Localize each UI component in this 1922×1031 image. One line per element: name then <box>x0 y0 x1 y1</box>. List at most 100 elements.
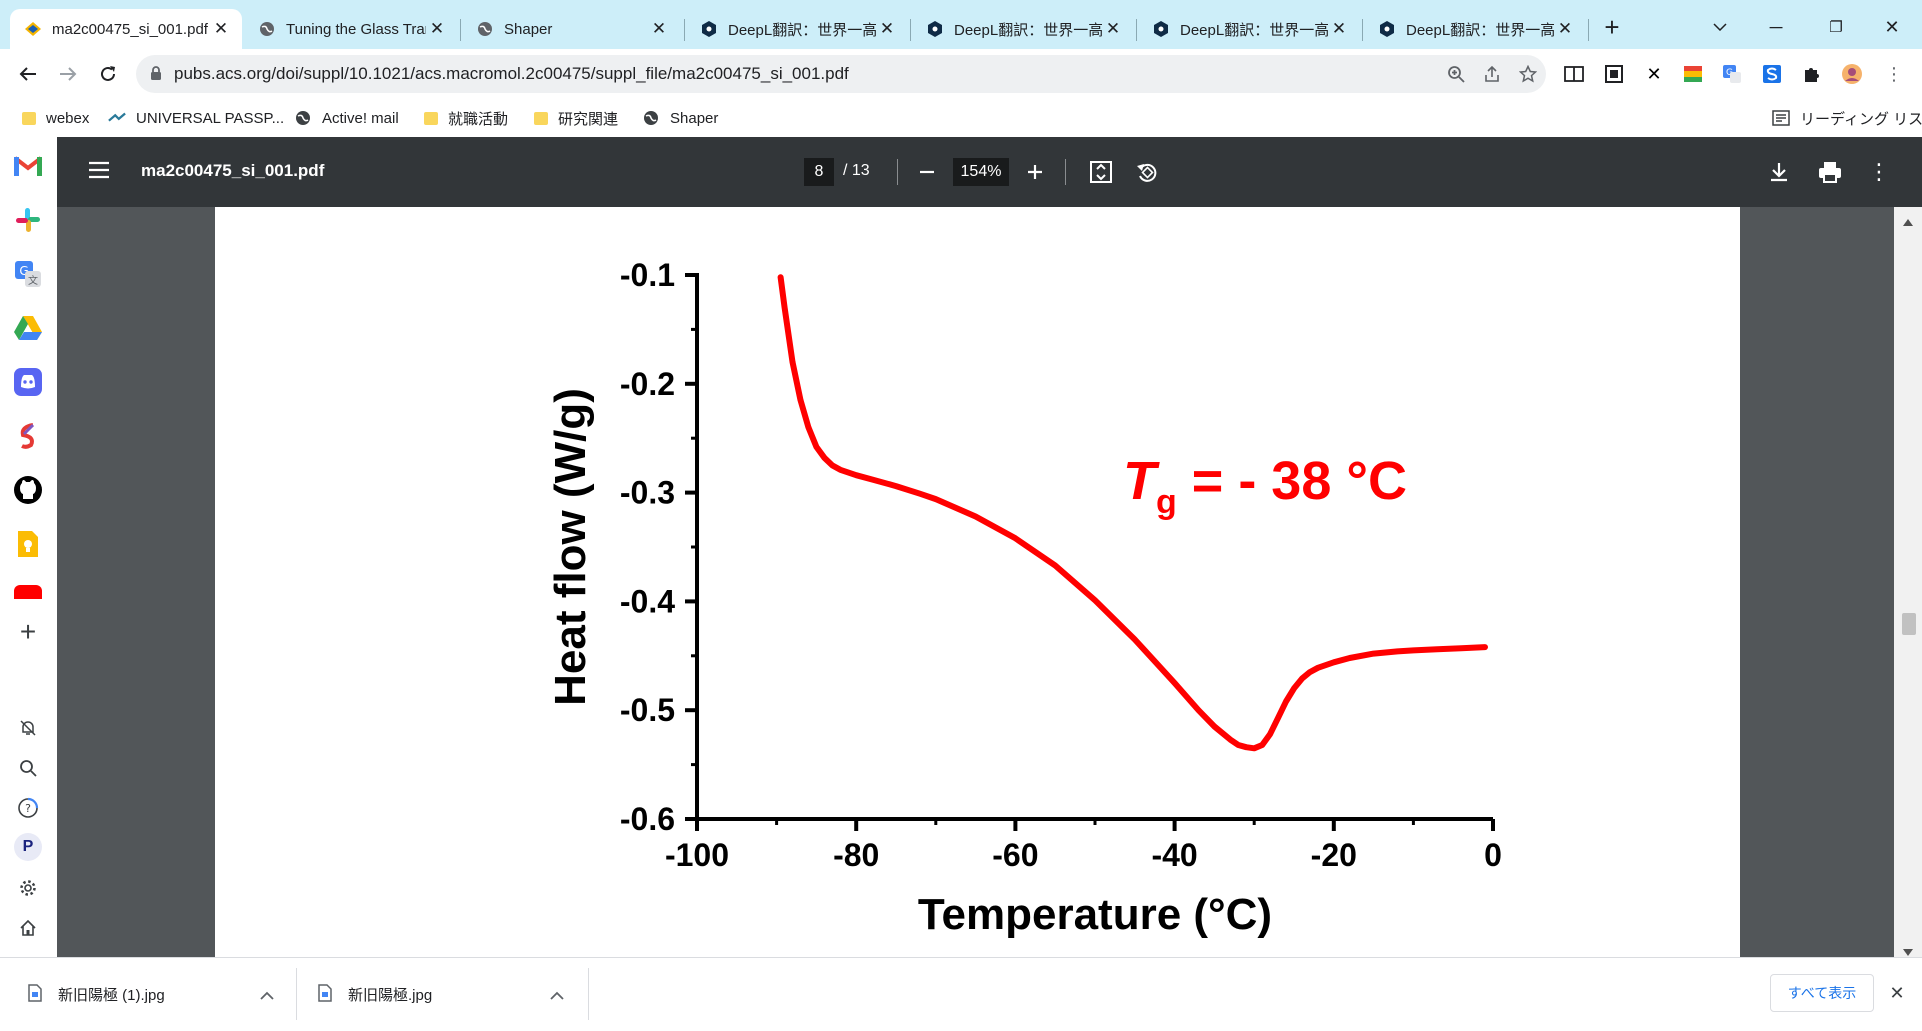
dsc-chart: -0.1 -0.2 -0.3 -0.4 -0.5 -0.6-100 -80 -60 -40 -20… <box>546 257 1502 939</box>
s-extension-icon[interactable] <box>1760 62 1784 86</box>
bookmark-shaper[interactable]: Shaper <box>642 105 718 131</box>
globe-icon <box>294 109 312 127</box>
address-bar[interactable]: pubs.acs.org/doi/suppl/10.1021/acs.macro… <box>136 55 1546 93</box>
tab-ma2c00475[interactable]: ma2c00475_si_001.pdf ✕ <box>10 9 242 49</box>
chevron-up-icon[interactable] <box>260 987 274 1004</box>
y-tick-label: -0.5 <box>620 692 675 728</box>
arrow-left-icon <box>19 67 36 81</box>
close-window-button[interactable]: ✕ <box>1884 16 1900 37</box>
zoom-in-button[interactable] <box>1023 160 1047 184</box>
new-tab-button[interactable]: + <box>1604 11 1620 42</box>
chevron-up-icon[interactable] <box>550 987 564 1004</box>
tab-title: DeepL翻訳：世界一高 <box>1180 21 1328 39</box>
tab-separator <box>910 19 911 41</box>
qr-extension-icon[interactable] <box>1602 62 1626 86</box>
youtube-icon[interactable] <box>11 579 45 599</box>
bookmark-webex[interactable]: webex <box>22 105 89 131</box>
download-button[interactable] <box>1767 160 1791 184</box>
help-icon[interactable]: ? <box>15 795 41 821</box>
slack-icon[interactable] <box>11 203 45 237</box>
settings-gear-icon[interactable] <box>15 875 41 901</box>
profile-avatar[interactable]: P <box>14 833 42 861</box>
close-icon[interactable]: ✕ <box>1105 19 1121 38</box>
github-icon[interactable] <box>11 473 45 507</box>
zoom-icon[interactable] <box>1438 59 1474 89</box>
gmail-icon[interactable] <box>11 149 45 183</box>
rotate-button[interactable] <box>1135 160 1159 184</box>
scroll-down-arrow-icon[interactable] <box>1903 943 1913 961</box>
restore-button[interactable]: ❐ <box>1829 19 1843 36</box>
back-button[interactable] <box>12 58 44 90</box>
reading-mode-icon[interactable] <box>1562 62 1586 86</box>
tab-shaper[interactable]: Shaper ✕ <box>462 9 680 49</box>
reading-list-button[interactable]: リーディング リスト <box>1772 105 1922 131</box>
x-tick-label: 0 <box>1484 837 1502 873</box>
close-downloads-icon[interactable]: ✕ <box>1889 982 1905 1003</box>
close-icon[interactable]: ✕ <box>213 19 229 38</box>
page-number-input[interactable]: 8 <box>804 158 834 186</box>
scroll-up-arrow-icon[interactable] <box>1903 213 1913 231</box>
download-item[interactable]: 新旧陽極 (1).jpg <box>28 958 278 1031</box>
tab-deepl-4[interactable]: DeepL翻訳：世界一高 ✕ <box>1364 9 1586 49</box>
scrollbar-thumb[interactable] <box>1902 613 1916 635</box>
google-drive-icon[interactable] <box>11 311 45 345</box>
zoom-level-input[interactable]: 154% <box>953 158 1009 186</box>
color-extension-icon[interactable] <box>1681 62 1705 86</box>
show-all-button[interactable]: すべて表示 <box>1770 974 1874 1012</box>
search-icon[interactable] <box>15 755 41 781</box>
share-icon[interactable] <box>1474 59 1510 89</box>
forward-button[interactable] <box>52 58 84 90</box>
download-item[interactable]: 新旧陽極.jpg <box>318 958 568 1031</box>
close-icon[interactable]: ✕ <box>1331 19 1347 38</box>
bookmark-research[interactable]: 研究関連 <box>534 105 618 131</box>
extensions-puzzle-icon[interactable] <box>1800 62 1824 86</box>
close-icon[interactable]: ✕ <box>429 19 445 38</box>
tab-search-button[interactable] <box>1700 12 1740 42</box>
close-icon[interactable]: ✕ <box>879 19 895 38</box>
fit-page-icon <box>1090 161 1112 183</box>
zoom-out-button[interactable] <box>915 160 939 184</box>
tab-deepl-1[interactable]: DeepL翻訳：世界一高 ✕ <box>686 9 908 49</box>
star-icon[interactable] <box>1510 59 1546 89</box>
close-icon[interactable]: ✕ <box>1557 19 1573 38</box>
browser-menu-icon[interactable]: ⋮ <box>1885 63 1903 84</box>
bookmark-active-mail[interactable]: Active! mail <box>294 105 399 131</box>
google-keep-icon[interactable] <box>11 527 45 561</box>
notifications-off-icon[interactable] <box>15 715 41 741</box>
globe-icon <box>642 109 660 127</box>
tab-deepl-3[interactable]: DeepL翻訳：世界一高 ✕ <box>1138 9 1360 49</box>
profile-avatar-icon[interactable] <box>1840 62 1864 86</box>
download-filename: 新旧陽極 (1).jpg <box>58 987 165 1004</box>
translate-extension-icon[interactable]: G <box>1720 62 1744 86</box>
minus-icon <box>920 170 934 174</box>
menu-hamburger-icon[interactable] <box>87 160 113 184</box>
scrapbox-icon[interactable] <box>11 419 45 453</box>
browser-toolbar: pubs.acs.org/doi/suppl/10.1021/acs.macro… <box>0 49 1922 99</box>
x-tick-label: -60 <box>992 837 1038 873</box>
pdf-more-options-icon[interactable]: ⋮ <box>1868 159 1890 184</box>
tab-tuning-glass[interactable]: Tuning the Glass Trans ✕ <box>244 9 458 49</box>
downloads-separator <box>296 968 297 1020</box>
bookmark-job-hunting[interactable]: 就職活動 <box>424 105 508 131</box>
reading-list-icon <box>1772 109 1790 127</box>
close-icon[interactable]: ✕ <box>651 19 667 38</box>
fit-to-page-button[interactable] <box>1089 160 1113 184</box>
tab-title: ma2c00475_si_001.pdf <box>52 20 208 38</box>
reload-button[interactable] <box>92 58 124 90</box>
svg-text:G: G <box>19 264 28 278</box>
bookmark-universal-passport[interactable]: UNIVERSAL PASSP... <box>108 105 284 131</box>
plus-icon <box>1028 165 1042 179</box>
home-icon[interactable] <box>15 915 41 941</box>
pdf-filename: ma2c00475_si_001.pdf <box>141 161 325 180</box>
arrow-right-icon <box>60 67 77 81</box>
print-button[interactable] <box>1817 160 1843 184</box>
add-app-button[interactable]: + <box>19 616 37 647</box>
minimize-button[interactable]: ─ <box>1769 16 1783 37</box>
svg-text:?: ? <box>25 802 31 815</box>
tab-title: DeepL翻訳：世界一高 <box>1406 21 1554 39</box>
x-extension-icon[interactable]: ✕ <box>1646 63 1662 84</box>
scrollbar[interactable] <box>1894 207 1922 957</box>
tab-deepl-2[interactable]: DeepL翻訳：世界一高 ✕ <box>912 9 1134 49</box>
discord-icon[interactable] <box>11 365 45 399</box>
